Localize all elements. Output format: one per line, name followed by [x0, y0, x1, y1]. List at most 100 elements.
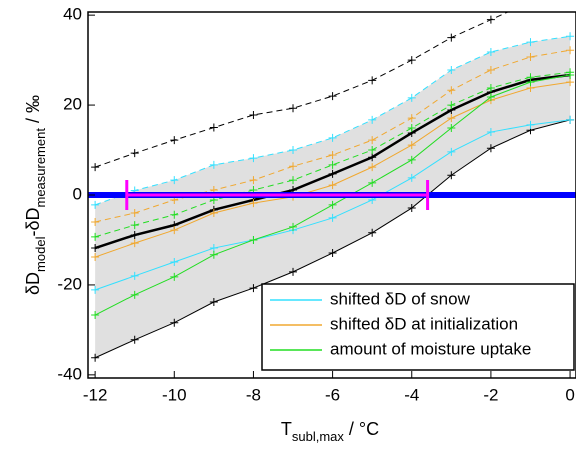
point-marker — [91, 200, 100, 209]
point-marker — [130, 239, 139, 248]
point-marker — [249, 235, 258, 244]
point-marker — [289, 176, 298, 185]
point-marker — [447, 86, 456, 95]
label-part: -δD — [23, 208, 43, 237]
point-marker — [130, 149, 139, 158]
point-marker — [91, 311, 100, 320]
x-tick-label: 0 — [565, 385, 574, 404]
point-marker — [526, 120, 535, 129]
point-marker — [209, 123, 218, 132]
point-marker — [566, 46, 575, 55]
point-marker — [328, 160, 337, 169]
point-marker — [209, 244, 218, 253]
plot-area — [88, 0, 576, 362]
point-marker — [91, 285, 100, 294]
point-marker — [486, 48, 495, 57]
point-marker — [328, 200, 337, 209]
point-marker — [170, 226, 179, 235]
point-marker — [526, 78, 535, 87]
point-marker — [249, 110, 258, 119]
point-marker — [328, 213, 337, 222]
x-tick-label: -4 — [404, 385, 419, 404]
point-marker — [91, 244, 100, 253]
point-marker — [368, 163, 377, 172]
point-marker — [447, 33, 456, 42]
point-marker — [209, 298, 218, 307]
point-marker — [170, 136, 179, 145]
point-marker — [486, 66, 495, 75]
point-marker — [289, 162, 298, 171]
x-tick-label: -6 — [325, 385, 340, 404]
label-part: / ‰ — [23, 95, 43, 128]
point-marker — [526, 0, 534, 6]
label-subscript: model — [33, 236, 48, 272]
point-marker — [289, 146, 298, 155]
point-marker — [407, 155, 416, 164]
y-tick-label: 40 — [63, 5, 82, 24]
point-marker — [130, 208, 139, 217]
point-marker — [289, 267, 298, 276]
x-tick-label: -8 — [246, 385, 261, 404]
point-marker — [566, 115, 575, 124]
point-marker — [91, 253, 100, 262]
label-part: / °C — [344, 419, 379, 439]
point-marker — [447, 124, 456, 133]
point-marker — [447, 66, 456, 75]
point-marker — [407, 173, 416, 182]
point-marker — [91, 353, 100, 362]
point-marker — [486, 92, 495, 101]
y-tick-label: 0 — [73, 184, 82, 203]
point-marker — [130, 335, 139, 344]
point-marker — [368, 228, 377, 237]
label-subscript: subl,max — [292, 429, 345, 444]
x-tick-label: -2 — [483, 385, 498, 404]
label-part: δD — [23, 272, 43, 295]
point-marker — [328, 133, 337, 142]
point-marker — [130, 271, 139, 280]
point-marker — [407, 124, 416, 133]
point-marker — [91, 217, 100, 226]
point-marker — [328, 92, 337, 101]
point-marker — [407, 114, 416, 123]
x-tick-label: -12 — [83, 385, 108, 404]
point-marker — [407, 56, 416, 65]
point-marker — [368, 178, 377, 187]
point-marker — [170, 318, 179, 327]
point-marker — [328, 181, 337, 190]
legend-label: amount of moisture uptake — [330, 339, 531, 358]
point-marker — [249, 199, 258, 208]
point-marker — [447, 147, 456, 156]
point-marker — [447, 101, 456, 110]
point-marker — [566, 78, 575, 87]
legend: shifted δD of snow shifted δD at initiali… — [261, 283, 575, 371]
point-marker — [368, 115, 377, 124]
point-marker — [526, 38, 535, 47]
point-marker — [289, 222, 298, 231]
point-marker — [368, 153, 377, 162]
point-marker — [289, 104, 298, 113]
point-marker — [170, 257, 179, 266]
legend-box — [261, 283, 575, 371]
point-marker — [486, 128, 495, 137]
point-marker — [486, 144, 495, 153]
y-tick-label: 20 — [63, 95, 82, 114]
point-marker — [407, 93, 416, 102]
point-marker — [170, 210, 179, 219]
point-marker — [170, 176, 179, 185]
y-tick-label: -20 — [57, 274, 82, 293]
point-marker — [566, 70, 575, 79]
point-marker — [249, 154, 258, 163]
point-marker — [209, 250, 218, 259]
y-axis-label: δDmodel-δDmeasurement / ‰ — [23, 95, 48, 295]
point-marker — [209, 160, 218, 169]
legend-label: shifted δD at initialization — [330, 314, 518, 333]
point-marker — [566, 32, 575, 41]
point-marker — [91, 232, 100, 241]
label-part: T — [281, 419, 292, 439]
point-marker — [249, 284, 258, 293]
point-marker — [170, 272, 179, 281]
point-marker — [526, 52, 535, 61]
point-marker — [91, 163, 100, 172]
point-marker — [209, 208, 218, 217]
point-marker — [368, 76, 377, 85]
